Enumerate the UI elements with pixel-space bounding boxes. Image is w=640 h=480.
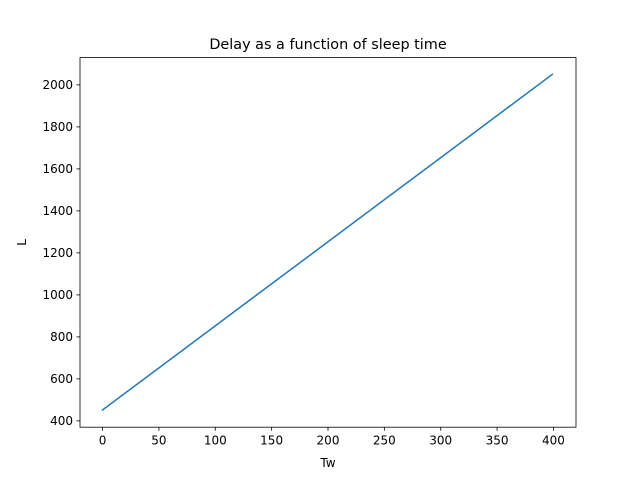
y-tick-label: 800 bbox=[50, 330, 73, 344]
x-tick-label: 200 bbox=[317, 434, 340, 448]
y-tick-label: 1000 bbox=[42, 288, 73, 302]
y-tick-label: 600 bbox=[50, 372, 73, 386]
series-layer bbox=[101, 73, 554, 412]
y-tick-label: 400 bbox=[50, 414, 73, 428]
x-tick-label: 50 bbox=[151, 434, 166, 448]
y-tick-label: 1800 bbox=[42, 120, 73, 134]
x-axis-ticks: 0 50 100 150 200 250 300 350 400 bbox=[99, 427, 565, 448]
x-tick-label: 400 bbox=[542, 434, 565, 448]
y-axis-ticks: 400 600 800 1000 1200 1400 1600 1800 2000 bbox=[42, 78, 80, 428]
series-line bbox=[101, 73, 554, 412]
y-tick-label: 2000 bbox=[42, 78, 73, 92]
x-tick-label: 350 bbox=[486, 434, 509, 448]
x-tick-label: 0 bbox=[99, 434, 107, 448]
x-axis-label: Tw bbox=[319, 456, 335, 470]
y-tick-label: 1200 bbox=[42, 246, 73, 260]
x-tick-label: 300 bbox=[429, 434, 452, 448]
chart-title: Delay as a function of sleep time bbox=[209, 37, 447, 53]
plot-frame bbox=[79, 57, 577, 428]
x-tick-label: 100 bbox=[204, 434, 227, 448]
y-tick-label: 1400 bbox=[42, 204, 73, 218]
x-tick-label: 250 bbox=[373, 434, 396, 448]
y-tick-label: 1600 bbox=[42, 162, 73, 176]
x-tick-label: 150 bbox=[260, 434, 283, 448]
y-axis-label: L bbox=[15, 239, 29, 246]
